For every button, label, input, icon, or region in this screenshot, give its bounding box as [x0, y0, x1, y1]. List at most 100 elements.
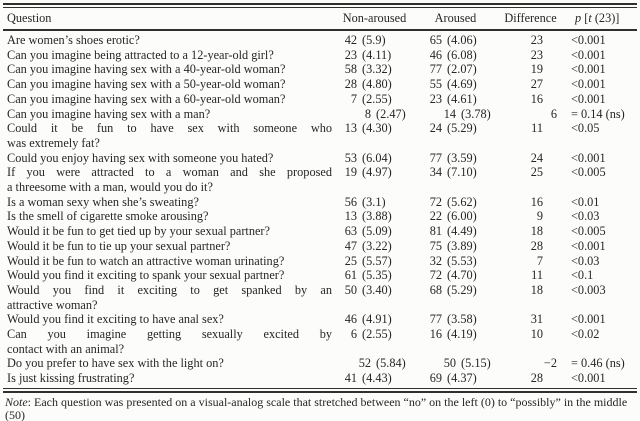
table-row: Would you find it exciting to spank your… [3, 268, 637, 283]
question-cell: Would it be fun to watch an attractive w… [3, 254, 332, 269]
sd-value: (3.40) [362, 282, 392, 297]
question-cell: Are women’s shoes erotic? [3, 33, 332, 48]
sd-value: (3.59) [447, 150, 477, 165]
non-aroused-cell: 50 (3.40) [332, 283, 417, 298]
mean-value: 46 [344, 312, 357, 327]
question-cell: Would it be fun to tie up your sexual pa… [3, 239, 332, 254]
aroused-cell: 46 (6.08) [417, 48, 494, 63]
aroused-cell: 23 (4.61) [417, 92, 494, 107]
mean-value: 22 [429, 209, 442, 224]
p-value-cell: = 0.14 (ns) [571, 106, 625, 121]
p-value-cell: <0.01 [571, 194, 600, 209]
aroused-cell: 72 (5.62) [417, 195, 494, 210]
mean-value: 41 [344, 371, 357, 386]
sd-value: (5.84) [376, 356, 406, 371]
aroused-cell: 77 (2.07) [417, 62, 494, 77]
question-line: Can you imagine having sex with a 50-yea… [7, 77, 286, 92]
mean-value: 13 [344, 209, 357, 224]
p-value-cell: <0.001 [571, 91, 606, 106]
difference-cell: 10 [530, 327, 543, 342]
sd-value: (4.19) [447, 327, 477, 342]
question-cell: Can you imagine being attracted to a 12-… [3, 48, 332, 63]
sd-value: (3.22) [362, 238, 392, 253]
aroused-cell: 32 (5.53) [417, 254, 494, 269]
question-cell: Do you prefer to have sex with the light… [3, 356, 346, 371]
sd-value: (2.55) [362, 91, 392, 106]
mean-value: 65 [429, 33, 442, 47]
question-line: Is just kissing frustrating? [7, 371, 135, 386]
question-line: Could it be fun to have sex with someone… [7, 121, 332, 136]
non-aroused-cell: 28 (4.80) [332, 77, 417, 92]
mean-value: 28 [344, 77, 357, 92]
mean-value: 47 [344, 238, 357, 253]
mean-value: 13 [344, 121, 357, 136]
difference-cell: 24 [530, 150, 543, 165]
table-row: Would it be fun to tie up your sexual pa… [3, 239, 637, 254]
question-line: was extremely fat? [7, 135, 100, 150]
question-cell: Would you find it exciting to have anal … [3, 312, 332, 327]
mean-value: 72 [429, 268, 442, 283]
table-row: Can you imagine having sex with a 50-yea… [3, 77, 637, 92]
p-value-cell: <0.005 [571, 165, 606, 180]
difference-cell: 31 [530, 312, 543, 327]
mean-value: 42 [344, 33, 357, 47]
p-value-cell: <0.001 [571, 33, 606, 47]
col-header-difference: Difference [504, 11, 557, 25]
table-row: Would you find it exciting to have anal … [3, 312, 637, 327]
question-cell: Would you find it exciting to spank your… [3, 268, 332, 283]
table-row: Is just kissing frustrating? 41 (4.43) 69 (4… [3, 371, 637, 386]
mean-value: 68 [429, 282, 442, 297]
non-aroused-cell: 6 (2.55) [332, 327, 417, 342]
mean-value: 72 [429, 194, 442, 209]
question-line: Can you imagine having sex with a 40-yea… [7, 62, 286, 77]
table-row: If you were attracted to a woman and she… [3, 165, 637, 194]
table-row: Can you imagine having sex with a 60-yea… [3, 92, 637, 107]
difference-cell: 25 [530, 165, 543, 180]
question-line: Can you imagine having sex with a 60-yea… [7, 91, 286, 106]
mean-value: 24 [429, 121, 442, 136]
table-row: Is a woman sexy when she’s sweating? 56 (3… [3, 195, 637, 210]
difference-cell: 18 [530, 224, 543, 239]
aroused-cell: 81 (4.49) [417, 224, 494, 239]
mean-value: 55 [429, 77, 442, 92]
sd-value: (4.11) [362, 47, 392, 62]
difference-cell: −2 [543, 356, 557, 371]
table-row: Do you prefer to have sex with the light… [3, 356, 637, 371]
mean-value: 19 [344, 165, 357, 180]
p-value-cell: <0.03 [571, 253, 600, 268]
difference-cell: 23 [530, 33, 543, 47]
sd-value: (3.58) [447, 312, 477, 327]
question-cell: Can you imagine getting sexually excited… [3, 327, 332, 356]
question-line: Can you imagine being attracted to a 12-… [7, 47, 274, 62]
mean-value: 58 [344, 62, 357, 77]
non-aroused-cell: 7 (2.55) [332, 92, 417, 107]
table-row: Could it be fun to have sex with someone… [3, 121, 637, 150]
non-aroused-cell: 47 (3.22) [332, 239, 417, 254]
table-row: Can you imagine having sex with a man? 8 (… [3, 107, 637, 122]
sd-value: (5.09) [362, 224, 392, 239]
aroused-cell: 55 (4.69) [417, 77, 494, 92]
mean-value: 77 [429, 150, 442, 165]
question-line: Is the smell of cigarette smoke arousing… [7, 209, 209, 224]
aroused-cell: 75 (3.89) [417, 239, 494, 254]
aroused-cell: 16 (4.19) [417, 327, 494, 342]
non-aroused-cell: 63 (5.09) [332, 224, 417, 239]
table-row: Are women’s shoes erotic? 42 (5.9) 65 (4.06)… [3, 33, 637, 48]
sd-value: (5.29) [447, 121, 477, 136]
top-rule-thick [3, 3, 637, 5]
difference-cell: 19 [530, 62, 543, 77]
question-line: Would it be fun to get tied up by your s… [7, 224, 270, 239]
question-line: Would it be fun to tie up your sexual pa… [7, 238, 231, 253]
question-line: Are women’s shoes erotic? [7, 33, 140, 47]
table-row: Would you find it exciting to get spanke… [3, 283, 637, 312]
question-line: If you were attracted to a woman and she… [7, 165, 332, 180]
mean-value: 75 [429, 238, 442, 253]
aroused-cell: 77 (3.58) [417, 312, 494, 327]
sd-value: (3.78) [461, 106, 491, 121]
sd-value: (5.62) [447, 194, 477, 209]
aroused-cell: 68 (5.29) [417, 283, 494, 298]
sd-value: (3.32) [362, 62, 392, 77]
mean-value: 81 [429, 224, 442, 239]
mean-value: 34 [429, 165, 442, 180]
sd-value: (3.88) [362, 209, 392, 224]
